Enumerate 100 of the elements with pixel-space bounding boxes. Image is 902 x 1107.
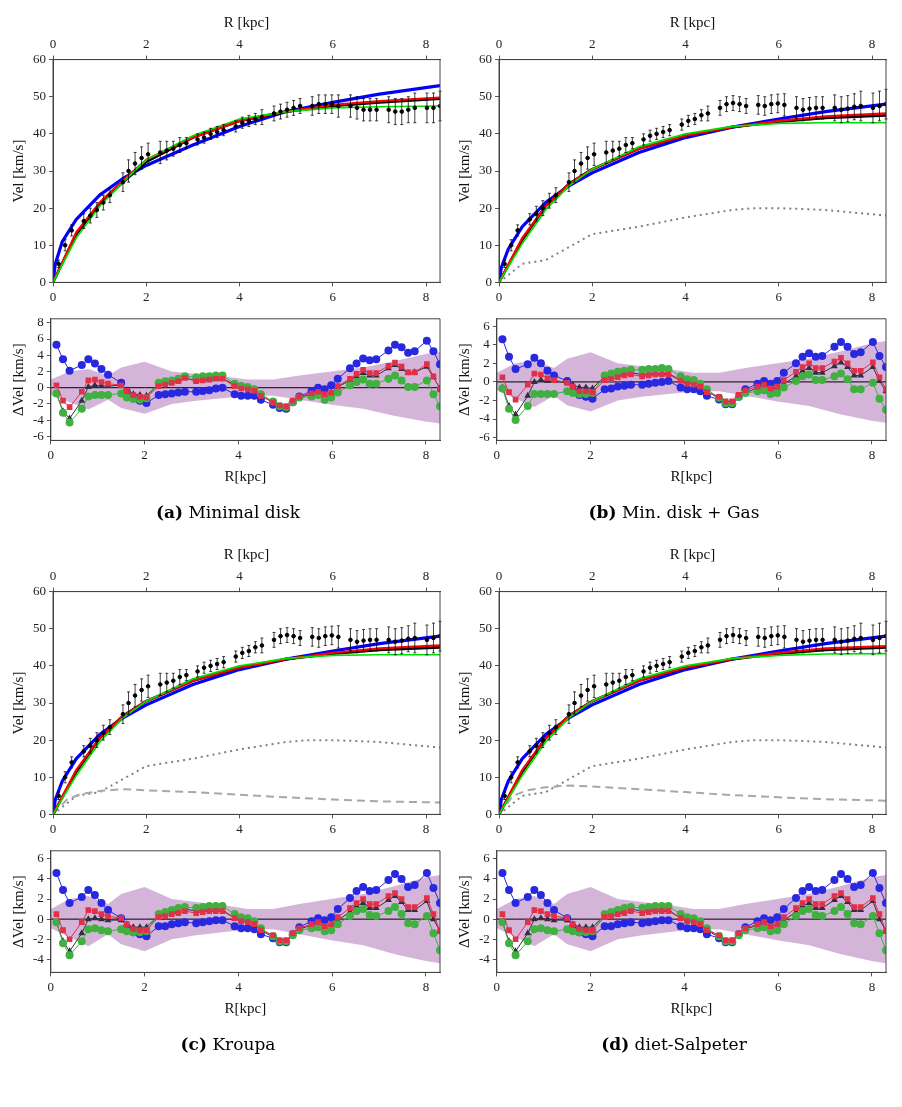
x-tick-label: 6	[775, 288, 783, 304]
x2-tick-label: 8	[868, 568, 876, 584]
y-tick-label: 60	[33, 51, 46, 67]
y-tick-label: 2	[37, 362, 44, 378]
x-tick-label: 8	[422, 978, 430, 994]
x2-tick-label: 8	[422, 36, 430, 52]
x2-tick-label: 0	[49, 36, 57, 52]
text: (d) diet-Salpeter	[601, 1034, 747, 1054]
x-tick-label: 4	[681, 978, 689, 994]
x2-tick-label: 8	[422, 568, 430, 584]
y-tick-label: 50	[33, 88, 46, 104]
x2-tick-label: 4	[682, 568, 690, 584]
y-tick-label: 10	[33, 236, 46, 252]
x-tick-label: 6	[328, 446, 336, 462]
y-tick-label: -4	[32, 950, 45, 966]
y-tick-label: 0	[483, 373, 490, 389]
x-axis-title: R[kpc]	[224, 467, 267, 484]
y-tick-label: -4	[32, 411, 45, 427]
y-axis-title: Vel [km/s]	[9, 671, 26, 735]
x2-tick-label: 2	[143, 36, 150, 52]
y-tick-label: 40	[33, 657, 46, 673]
x-tick-label: 4	[235, 978, 243, 994]
x-tick-label: 6	[329, 820, 337, 836]
x-tick-label: 6	[328, 978, 336, 994]
y-tick-label: 10	[33, 768, 46, 784]
x-tick-label: 2	[141, 446, 148, 462]
x2-tick-label: 2	[589, 568, 596, 584]
x-tick-label: 8	[868, 446, 876, 462]
y-tick-label: -4	[478, 410, 491, 426]
x-tick-label: 2	[141, 978, 148, 994]
y-tick-label: -6	[478, 429, 491, 445]
x-tick-label: 2	[143, 288, 150, 304]
x-tick-label: 8	[422, 820, 430, 836]
x-tick-label: 2	[589, 820, 596, 836]
y-tick-label: 4	[483, 870, 491, 886]
x2-tick-label: 0	[49, 568, 57, 584]
x2-axis-title: R [kpc]	[669, 545, 716, 562]
y-tick-label: 2	[483, 354, 490, 370]
x-tick-label: 4	[681, 446, 689, 462]
y-tick-label: 30	[479, 162, 492, 178]
y-tick-label: -2	[478, 930, 490, 946]
x-tick-label: 6	[775, 820, 783, 836]
y-axis-title: Vel [km/s]	[9, 139, 26, 203]
y-axis-title: ΔVel [km/s]	[9, 343, 26, 416]
y-tick-label: 2	[37, 890, 44, 906]
y-tick-label: -2	[32, 395, 44, 411]
x-tick-label: 4	[236, 288, 244, 304]
text: (c) Kroupa	[180, 1034, 276, 1054]
x-tick-label: 0	[495, 820, 503, 836]
y-tick-label: -2	[478, 391, 490, 407]
x-tick-label: 8	[422, 446, 430, 462]
y-tick-label: -4	[478, 950, 491, 966]
x-axis-title: R[kpc]	[670, 467, 713, 484]
x-axis-title: R[kpc]	[670, 999, 713, 1016]
y-axis-title: Vel [km/s]	[455, 139, 472, 203]
y-tick-label: 10	[479, 768, 492, 784]
y-tick-label: 10	[479, 236, 492, 252]
y-tick-label: 30	[479, 694, 492, 710]
y-tick-label: 0	[485, 805, 492, 821]
y-tick-label: 0	[39, 273, 46, 289]
y-tick-label: 0	[39, 805, 46, 821]
x-tick-label: 2	[589, 288, 596, 304]
y-tick-label: 4	[37, 870, 45, 886]
x-tick-label: 4	[236, 820, 244, 836]
y-tick-label: 6	[37, 330, 45, 346]
x2-tick-label: 6	[775, 568, 783, 584]
text: (a) Minimal disk	[155, 502, 301, 522]
y-tick-label: 0	[483, 910, 490, 926]
y-tick-label: 8	[37, 314, 44, 330]
y-tick-label: 30	[33, 162, 46, 178]
y-tick-label: 20	[479, 731, 492, 747]
x2-axis-title: R [kpc]	[223, 545, 270, 562]
y-tick-label: 2	[483, 890, 490, 906]
x2-tick-label: 8	[868, 36, 876, 52]
x2-tick-label: 2	[143, 568, 150, 584]
y-tick-label: -2	[32, 930, 44, 946]
x2-axis-title: R [kpc]	[223, 13, 270, 30]
x-tick-label: 4	[682, 288, 690, 304]
y-tick-label: 4	[483, 336, 491, 352]
y-tick-label: 40	[33, 125, 46, 141]
x2-tick-label: 0	[495, 568, 503, 584]
y-tick-label: 4	[37, 346, 45, 362]
y-tick-label: 60	[33, 583, 46, 599]
x2-tick-label: 4	[236, 36, 244, 52]
x2-tick-label: 0	[495, 36, 503, 52]
y-tick-label: 20	[479, 199, 492, 215]
y-tick-label: 60	[479, 51, 492, 67]
y-tick-label: 6	[483, 317, 491, 333]
y-tick-label: 50	[479, 620, 492, 636]
x-tick-label: 2	[587, 446, 594, 462]
y-tick-label: 0	[37, 379, 44, 395]
y-tick-label: 40	[479, 657, 492, 673]
x2-tick-label: 6	[329, 36, 337, 52]
y-tick-label: 50	[479, 88, 492, 104]
x-tick-label: 6	[329, 288, 337, 304]
y-axis-title: Vel [km/s]	[455, 671, 472, 735]
y-tick-label: 30	[33, 694, 46, 710]
y-tick-label: 0	[485, 273, 492, 289]
x2-axis-title: R [kpc]	[669, 13, 716, 30]
y-tick-label: 6	[37, 850, 45, 866]
